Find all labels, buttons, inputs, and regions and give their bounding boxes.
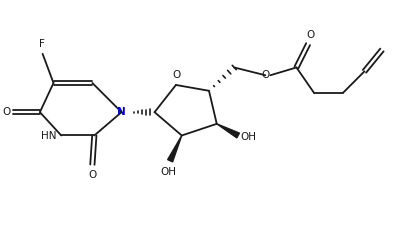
Text: O: O: [306, 30, 314, 40]
Text: OH: OH: [240, 132, 256, 143]
Text: N: N: [117, 107, 126, 117]
Text: F: F: [39, 39, 45, 49]
Text: O: O: [88, 170, 97, 181]
Text: HN: HN: [41, 131, 56, 141]
Polygon shape: [217, 124, 239, 138]
Text: O: O: [261, 70, 270, 80]
Text: O: O: [2, 107, 11, 117]
Text: OH: OH: [160, 167, 176, 177]
Polygon shape: [168, 135, 182, 162]
Text: O: O: [173, 70, 181, 80]
